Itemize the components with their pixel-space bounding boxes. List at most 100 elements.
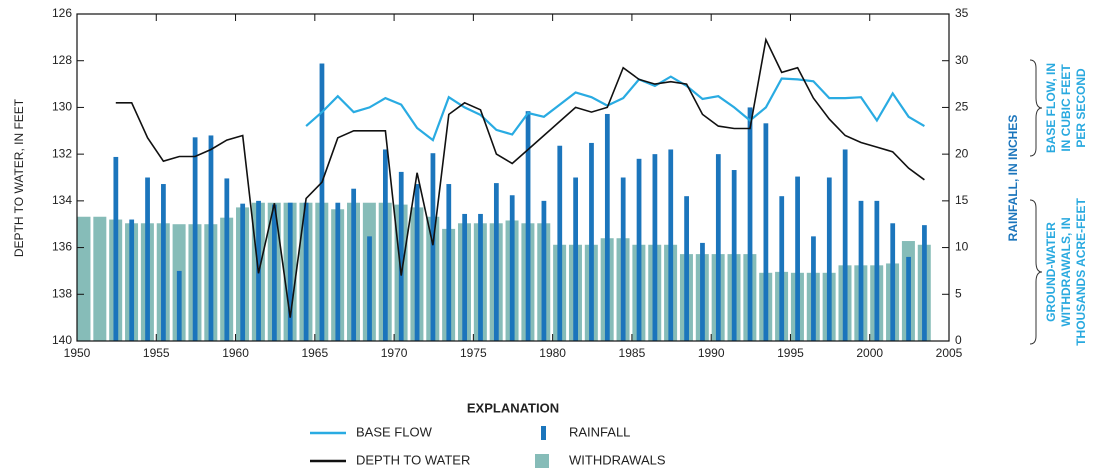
bar xyxy=(604,113,610,342)
y2-axis-title: RAINFALL, IN INCHES xyxy=(1006,115,1020,242)
y-tick-label: 140 xyxy=(52,333,72,347)
bar xyxy=(763,123,769,341)
y-tick-label: 138 xyxy=(52,286,72,300)
line xyxy=(115,37,925,318)
bar xyxy=(176,270,182,341)
y2-tick-label: 10 xyxy=(955,240,969,254)
bar xyxy=(335,202,341,341)
bar xyxy=(573,177,579,341)
bar xyxy=(858,200,864,341)
plot-area xyxy=(77,37,931,342)
bar xyxy=(462,213,468,341)
bar xyxy=(684,196,689,341)
withdrawals-label: GROUND-WATER WITHDRAWALS, IN THOUSANDS A… xyxy=(1044,198,1088,346)
x-tick-label: 1995 xyxy=(777,346,804,360)
bar xyxy=(446,184,452,341)
label-line: GROUND-WATER xyxy=(1044,222,1058,322)
bar xyxy=(224,178,230,341)
x-tick-label: 1955 xyxy=(143,346,170,360)
x-tick-label: 1980 xyxy=(539,346,566,360)
bar xyxy=(715,154,721,341)
y2-tick-label: 25 xyxy=(955,100,969,114)
legend-swatch xyxy=(541,426,546,440)
bar xyxy=(382,149,388,341)
bar xyxy=(779,196,785,341)
bar xyxy=(811,236,816,341)
bar xyxy=(620,177,626,341)
label-line: IN CUBIC FEET xyxy=(1059,64,1073,152)
x-tick-label: 1950 xyxy=(64,346,91,360)
bar xyxy=(668,149,674,341)
legend-title: EXPLANATION xyxy=(467,400,559,415)
y2-tick-label: 30 xyxy=(955,53,969,67)
x-tick-label: 2000 xyxy=(856,346,883,360)
plot-frame xyxy=(76,13,950,342)
bar xyxy=(240,203,246,341)
y-tick-label: 136 xyxy=(52,240,72,254)
brace xyxy=(1029,59,1043,157)
bar xyxy=(922,225,927,341)
legend-label: DEPTH TO WATER xyxy=(356,452,470,467)
legend-label: RAINFALL xyxy=(569,424,630,439)
label-line: THOUSANDS ACRE-FEET xyxy=(1074,198,1088,346)
bar xyxy=(541,200,547,341)
bar xyxy=(208,135,214,341)
bar xyxy=(493,183,499,341)
legend-label: WITHDRAWALS xyxy=(569,452,666,467)
y-tick-label: 132 xyxy=(52,146,72,160)
x-tick-label: 1975 xyxy=(460,346,487,360)
bar xyxy=(414,184,420,341)
bar xyxy=(113,156,119,341)
y-tick-label: 134 xyxy=(52,193,72,207)
legend-label: BASE FLOW xyxy=(356,424,433,439)
y-tick-label: 130 xyxy=(52,100,72,114)
brace xyxy=(1029,199,1043,345)
y2-tick-label: 0 xyxy=(955,333,962,347)
bar xyxy=(351,188,357,341)
bar xyxy=(287,202,293,341)
legend-swatch xyxy=(535,454,549,468)
baseflow-label: BASE FLOW, IN IN CUBIC FEET PER SECOND xyxy=(1044,63,1088,153)
y-axis-title: DEPTH TO WATER, IN FEET xyxy=(12,98,26,257)
label-line: PER SECOND xyxy=(1074,68,1088,148)
bar xyxy=(747,107,753,341)
bar xyxy=(161,184,166,341)
bar xyxy=(93,216,107,341)
bar xyxy=(795,176,800,341)
bar xyxy=(129,219,135,341)
bar xyxy=(303,202,309,341)
y-tick-label: 128 xyxy=(52,53,72,67)
bar xyxy=(319,63,325,341)
bar xyxy=(557,145,563,341)
bar xyxy=(842,149,848,341)
x-tick-label: 1990 xyxy=(698,346,725,360)
x-tick-label: 1960 xyxy=(222,346,249,360)
line xyxy=(305,75,925,142)
label-line: WITHDRAWALS, IN xyxy=(1059,217,1073,326)
y2-tick-label: 15 xyxy=(955,193,969,207)
bar xyxy=(890,223,896,341)
bar xyxy=(192,137,198,341)
bar xyxy=(589,142,594,341)
bar xyxy=(367,236,372,341)
bar xyxy=(700,242,705,341)
bar xyxy=(652,154,658,341)
y2-tick-label: 20 xyxy=(955,146,969,160)
bar xyxy=(874,200,880,341)
bar xyxy=(525,111,531,341)
bar xyxy=(731,170,737,341)
x-tick-label: 1970 xyxy=(381,346,408,360)
bar xyxy=(636,158,642,341)
y2-tick-label: 5 xyxy=(955,286,962,300)
x-tick-label: 1965 xyxy=(301,346,328,360)
bar xyxy=(77,216,91,341)
bar xyxy=(272,204,277,341)
x-tick-label: 1985 xyxy=(619,346,646,360)
bar xyxy=(826,177,832,341)
y-tick-label: 126 xyxy=(52,6,72,20)
x-tick-label: 2005 xyxy=(936,346,963,360)
bar xyxy=(478,213,483,341)
bar xyxy=(509,195,515,341)
y2-tick-label: 35 xyxy=(955,6,969,20)
